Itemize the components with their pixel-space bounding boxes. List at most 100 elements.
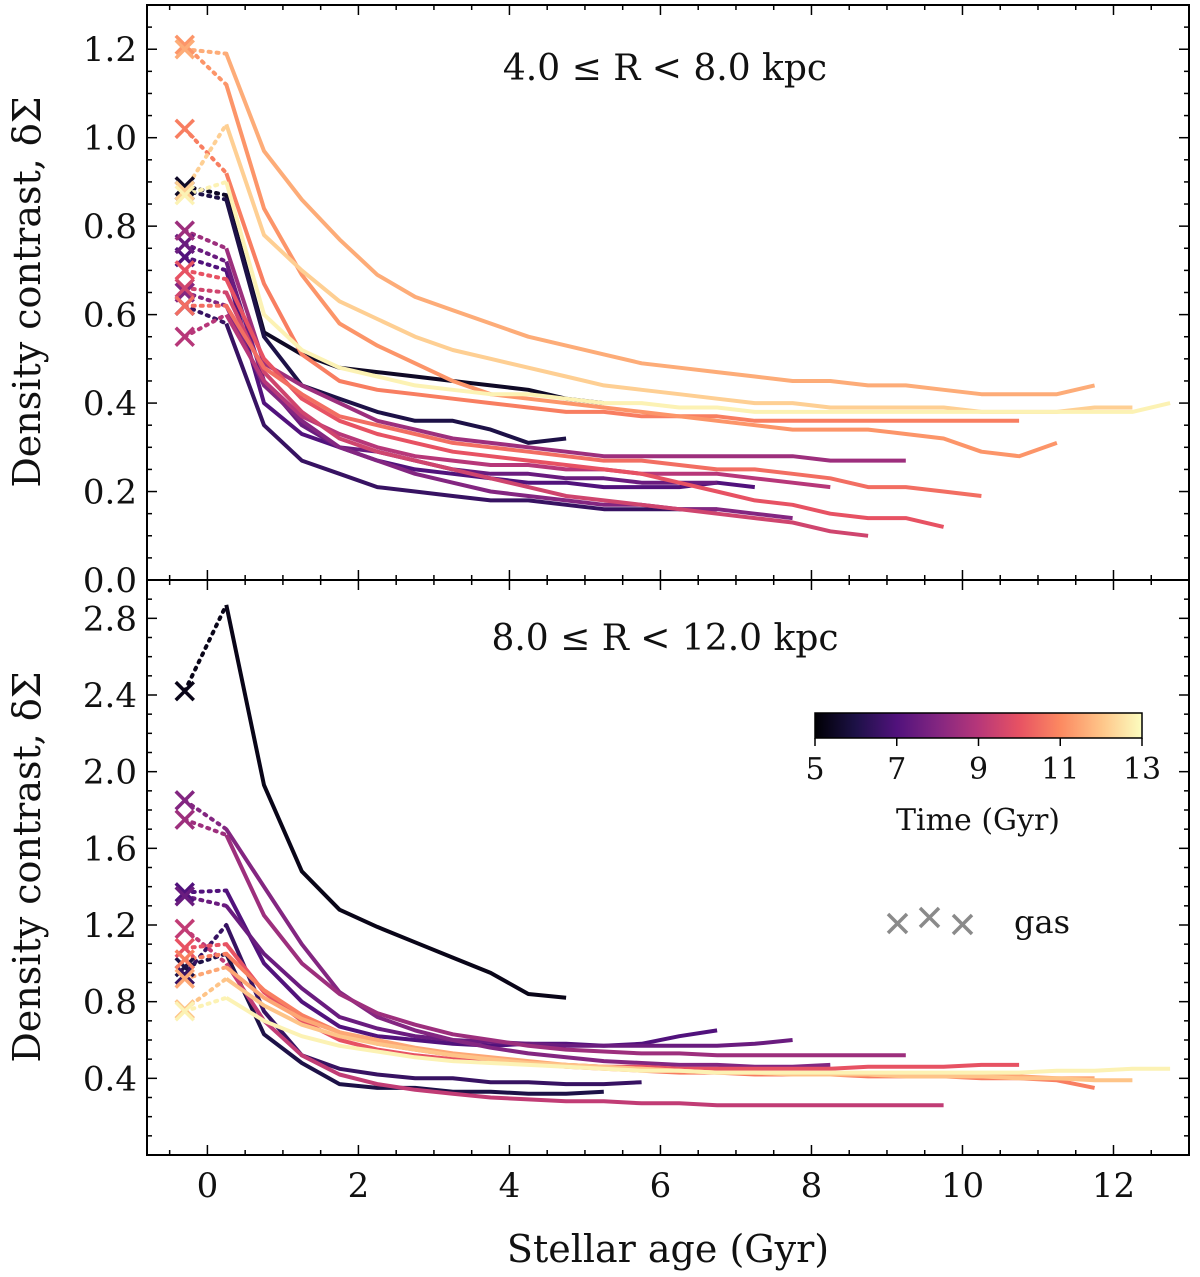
x-tick-label: 2 <box>348 1166 370 1206</box>
gas-marker <box>174 1001 195 1022</box>
gas-marker <box>174 949 195 970</box>
x-tick-label: 6 <box>650 1166 672 1206</box>
y-tick-label: 1.0 <box>83 119 137 159</box>
gas-marker <box>174 260 195 281</box>
gas-marker <box>174 118 195 140</box>
x-tick-label: 8 <box>801 1166 823 1206</box>
colorbar: 5 7 9 11 13 Time (Gyr) <box>805 712 1161 838</box>
legend-gas-label: gas <box>1014 903 1070 941</box>
top-series-line <box>224 260 718 485</box>
x-tick-label: 4 <box>499 1166 521 1206</box>
bottom-gas-markers <box>174 680 195 1022</box>
top-series-line <box>224 291 869 538</box>
x-tick-labels: 0 2 4 6 8 10 12 <box>197 1166 1136 1206</box>
gas-marker <box>174 809 195 830</box>
gas-marker <box>174 34 195 56</box>
y-tick-label: 0.8 <box>83 983 137 1023</box>
gas-marker <box>174 277 195 299</box>
colorbar-tick-label: 13 <box>1123 752 1161 787</box>
bottom-series-line <box>225 996 1171 1075</box>
bottom-series-line <box>224 962 944 1108</box>
bottom-series-group <box>182 602 1171 1108</box>
colorbar-tick-label: 9 <box>969 752 988 787</box>
top-panel-title: 4.0 ≤ R < 8.0 kpc <box>503 48 827 89</box>
y-tick-label: 0.0 <box>83 561 137 601</box>
bottom-panel-title: 8.0 ≤ R < 12.0 kpc <box>491 618 838 659</box>
top-series-line <box>224 52 1096 397</box>
top-y-axis-label: Density contrast, δΣ <box>5 96 49 487</box>
colorbar-ticks: 5 7 9 11 13 <box>805 738 1161 787</box>
gas-marker <box>174 790 195 811</box>
top-ticks <box>147 4 1190 581</box>
gas-marker <box>174 295 195 317</box>
x-tick-label: 12 <box>1092 1166 1135 1206</box>
bottom-series-line <box>224 604 567 1000</box>
gas-marker <box>174 184 195 206</box>
gas-marker <box>174 326 195 347</box>
gas-marker <box>174 886 195 907</box>
gas-connector <box>182 303 229 326</box>
top-series-line <box>224 278 945 529</box>
gas-connector <box>182 965 229 981</box>
gas-connector <box>182 286 229 295</box>
y-tick-label: 0.2 <box>83 473 137 513</box>
top-gas-markers <box>174 34 195 347</box>
bottom-ticks <box>147 579 1190 1156</box>
bottom-ytick-labels: 0.4 0.8 1.2 1.6 2.0 2.4 2.8 <box>83 599 137 1099</box>
gas-marker <box>174 680 195 702</box>
gas-connector <box>182 241 229 264</box>
gas-connector <box>182 602 229 694</box>
top-series-line <box>224 181 1171 414</box>
gas-connector <box>182 122 229 193</box>
top-series-line <box>224 84 1058 459</box>
gas-connector <box>182 942 229 950</box>
gas-marker <box>174 968 195 989</box>
panel-bottom: 0.4 0.8 1.2 1.6 2.0 2.4 2.8 0 2 4 6 8 10 12 8.0 ≤ R … <box>5 579 1190 1271</box>
colorbar-tick-label: 11 <box>1041 752 1079 787</box>
gas-marker <box>174 918 195 940</box>
top-series-line <box>224 247 906 463</box>
y-tick-label: 2.4 <box>83 676 137 716</box>
y-tick-label: 1.6 <box>83 829 137 869</box>
bottom-series-line <box>224 942 1020 1071</box>
legend-gas-marker <box>886 906 974 936</box>
top-ytick-labels: 0.0 0.2 0.4 0.6 0.8 1.0 1.2 <box>83 30 137 601</box>
gas-connector <box>182 228 229 251</box>
gas-marker <box>174 882 195 903</box>
y-tick-label: 1.2 <box>83 906 137 946</box>
y-tick-label: 2.8 <box>83 599 137 639</box>
gas-marker <box>174 220 195 241</box>
colorbar-tick-label: 7 <box>887 752 906 787</box>
gas-connector <box>182 268 229 282</box>
x-axis-label: Stellar age (Gyr) <box>507 1227 829 1271</box>
gas-marker <box>174 38 195 60</box>
gas-connector <box>182 888 229 895</box>
colorbar-gradient <box>814 712 1143 739</box>
gas-connector <box>182 817 229 837</box>
x-tick-label: 0 <box>197 1166 219 1206</box>
y-tick-label: 2.0 <box>83 753 137 793</box>
top-series-line <box>224 322 718 512</box>
y-tick-label: 0.6 <box>83 296 137 336</box>
panel-top: 0.00.20.40.60.81.01.2 4.0 ≤ R < 8.0 kpc … <box>5 4 1190 601</box>
gas-marker <box>174 180 195 202</box>
top-series-group <box>182 42 1171 538</box>
top-series-line <box>224 172 1020 423</box>
top-series-line <box>224 304 793 521</box>
top-series-line <box>224 304 982 498</box>
gas-marker <box>174 176 195 197</box>
gas-connector <box>182 312 229 339</box>
y-tick-label: 0.4 <box>83 1059 137 1099</box>
y-tick-label: 0.8 <box>83 207 137 247</box>
bottom-series-line <box>224 828 831 1069</box>
legend: gas <box>886 903 1070 941</box>
top-series-line <box>224 199 567 445</box>
colorbar-label: Time (Gyr) <box>896 803 1060 838</box>
y-tick-label: 0.4 <box>83 384 137 424</box>
gas-connector <box>182 255 229 273</box>
gas-marker <box>174 964 195 986</box>
gas-connector <box>182 995 229 1014</box>
colorbar-tick-label: 5 <box>805 752 824 787</box>
bottom-y-axis-label: Density contrast, δΣ <box>5 671 49 1062</box>
